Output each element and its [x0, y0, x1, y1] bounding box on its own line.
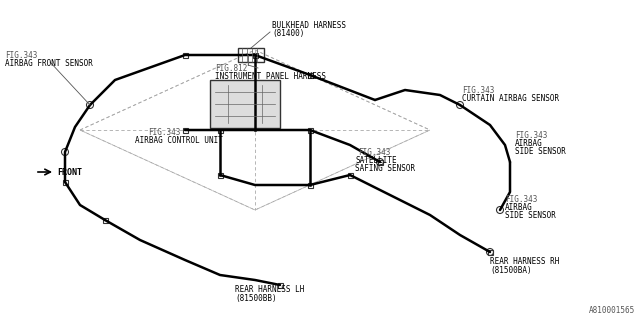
Text: (81500BA): (81500BA): [490, 266, 532, 275]
Text: (81400): (81400): [272, 28, 305, 37]
Bar: [253, 52, 257, 58]
Text: AIRBAG FRONT SENSOR: AIRBAG FRONT SENSOR: [5, 59, 93, 68]
Bar: [218, 127, 223, 132]
Text: (81500BB): (81500BB): [235, 293, 276, 302]
Text: FIG.343: FIG.343: [505, 196, 538, 204]
Bar: [348, 172, 353, 178]
Bar: [307, 127, 312, 132]
Bar: [238, 48, 264, 62]
Bar: [182, 127, 188, 132]
Bar: [307, 73, 312, 77]
Bar: [102, 218, 108, 222]
Text: FRONT: FRONT: [57, 167, 82, 177]
Bar: [488, 250, 493, 254]
Text: REAR HARNESS RH: REAR HARNESS RH: [490, 258, 559, 267]
Text: AIRBAG: AIRBAG: [505, 204, 532, 212]
Text: FIG.343: FIG.343: [358, 148, 390, 156]
Text: INSTRUMENT PANEL HARNESS: INSTRUMENT PANEL HARNESS: [215, 71, 326, 81]
Text: REAR HARNESS LH: REAR HARNESS LH: [235, 285, 305, 294]
Bar: [63, 180, 67, 185]
Bar: [210, 80, 280, 128]
Bar: [182, 52, 188, 58]
Bar: [218, 172, 223, 178]
Text: SIDE SENSOR: SIDE SENSOR: [515, 147, 566, 156]
Text: SATELLITE: SATELLITE: [355, 156, 397, 164]
Text: SIDE SENSOR: SIDE SENSOR: [505, 212, 556, 220]
Text: FIG.343: FIG.343: [148, 127, 180, 137]
Text: CURTAIN AIRBAG SENSOR: CURTAIN AIRBAG SENSOR: [462, 93, 559, 102]
Text: AIRBAG CONTROL UNIT: AIRBAG CONTROL UNIT: [135, 135, 223, 145]
Text: FIG.343: FIG.343: [5, 51, 37, 60]
Bar: [307, 182, 312, 188]
Text: AIRBAG: AIRBAG: [515, 139, 543, 148]
Text: BULKHEAD HARNESS: BULKHEAD HARNESS: [272, 20, 346, 29]
Text: FIG.343: FIG.343: [515, 131, 547, 140]
Text: FIG.343: FIG.343: [462, 85, 494, 94]
Text: SAFING SENSOR: SAFING SENSOR: [355, 164, 415, 172]
Text: FIG.812: FIG.812: [215, 63, 248, 73]
Text: A810001565: A810001565: [589, 306, 635, 315]
Bar: [378, 159, 383, 164]
Bar: [278, 283, 282, 287]
